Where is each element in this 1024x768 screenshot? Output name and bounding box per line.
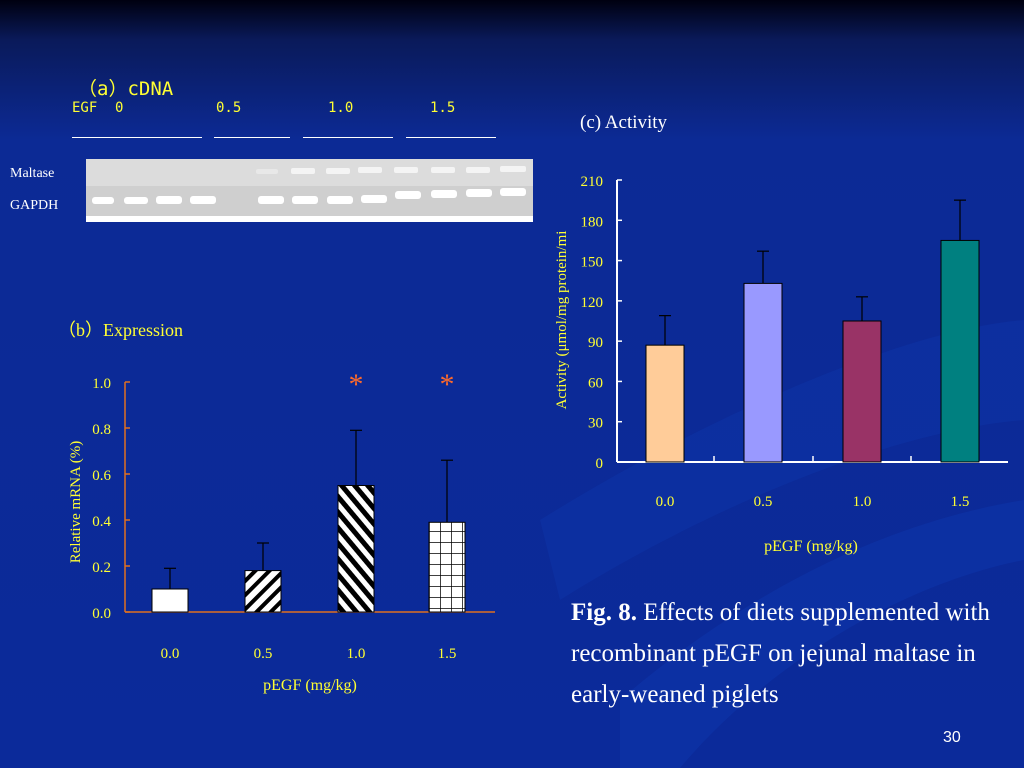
chart-c-x-tick-label: 1.0 — [853, 494, 872, 510]
chart-b-y-tick-label: 0.8 — [92, 422, 111, 438]
group-label-0: 0 — [115, 100, 124, 116]
chart-b-ylabel: Relative mRNA (%) — [68, 441, 84, 563]
chart-c-bar — [940, 239, 980, 463]
chart-b-y-tick-label: 0.6 — [92, 468, 111, 484]
chart-b-xlabel: pEGF (mg/kg) — [263, 677, 357, 694]
panel-a-title: （a）cDNA — [78, 78, 174, 100]
chart-b-significance-marker: * — [440, 368, 455, 401]
chart-c-y-tick-label: 30 — [588, 416, 603, 432]
chart-c-bar — [645, 344, 685, 463]
chart-c-bar — [743, 282, 783, 463]
chart-c-y-tick-label: 150 — [581, 255, 604, 271]
row-label-gapdh: GAPDH — [10, 198, 59, 213]
group-label-15: 1.5 — [430, 100, 456, 116]
group-label-05: 0.5 — [216, 100, 242, 116]
group-divider-15 — [406, 137, 496, 138]
page-number: 30 — [943, 729, 961, 746]
expression-chart: （b）Expression 0.0 0.2 0.4 0.6 0.8 1.0 0.0 0.5 1.… — [58, 320, 495, 694]
chart-b-bar — [428, 521, 466, 613]
chart-c-x-tick-label: 0.5 — [754, 494, 773, 510]
group-divider-05 — [214, 137, 290, 138]
chart-c-y-tick-label: 90 — [588, 335, 603, 351]
egf-label: EGF — [72, 100, 98, 116]
chart-c-y-tick-label: 180 — [581, 214, 604, 230]
chart-b-y-tick-label: 0.0 — [92, 606, 111, 622]
figure-label: Fig. 8. — [571, 599, 637, 626]
chart-c-ylabel: Activity (μmol/mg protein/mi — [554, 231, 570, 410]
row-label-maltase: Maltase — [10, 166, 55, 181]
gel-image — [86, 159, 533, 222]
chart-c-bar — [842, 320, 882, 463]
chart-b-y-tick-label: 0.4 — [92, 514, 111, 530]
chart-c-x-tick-label: 0.0 — [656, 494, 675, 510]
figure-caption: Fig. 8. Effects of diets supplemented wi… — [571, 592, 1011, 715]
chart-b-significance-marker: * — [349, 368, 364, 401]
group-divider-10 — [303, 137, 393, 138]
chart-b-bar — [244, 570, 282, 613]
chart-b-x-tick-label: 0.5 — [254, 646, 273, 662]
group-divider-0 — [72, 137, 202, 138]
figure-caption-text: Effects of diets supplemented with recom… — [571, 599, 990, 708]
chart-b-x-tick-label: 1.5 — [438, 646, 457, 662]
chart-c-y-tick-label: 60 — [588, 375, 603, 391]
chart-b-y-tick-label: 0.2 — [92, 560, 111, 576]
activity-chart: 0 30 60 90 120 150 180 210 0.0 0.5 1.0 1.5 pEGF (mg… — [554, 174, 1008, 555]
chart-c-x-tick-label: 1.5 — [951, 494, 970, 510]
chart-b-bar — [337, 485, 375, 613]
chart-b-title: （b）Expression — [58, 320, 183, 340]
panel-c-title: (c) Activity — [580, 112, 668, 133]
chart-c-y-tick-label: 210 — [581, 174, 604, 190]
chart-c-y-tick-label: 0 — [596, 456, 604, 472]
group-label-10: 1.0 — [328, 100, 354, 116]
chart-c-y-tick-label: 120 — [581, 295, 604, 311]
chart-b-x-tick-label: 0.0 — [161, 646, 180, 662]
chart-b-x-tick-label: 1.0 — [347, 646, 366, 662]
chart-c-xlabel: pEGF (mg/kg) — [764, 538, 858, 555]
chart-b-bar — [151, 588, 189, 613]
chart-b-y-tick-label: 1.0 — [92, 376, 111, 392]
